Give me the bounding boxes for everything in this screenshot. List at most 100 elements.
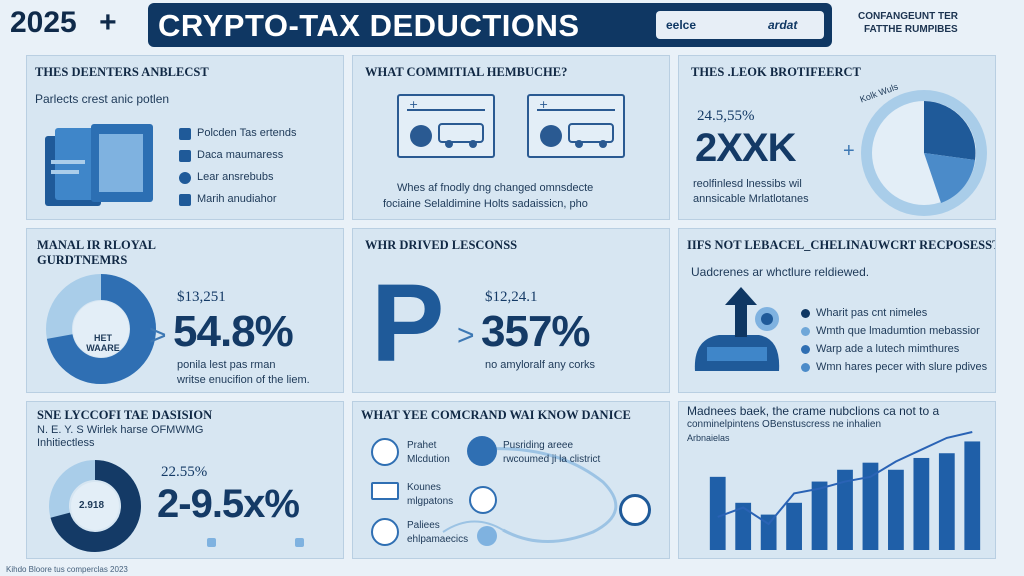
chart-bar bbox=[709, 476, 726, 550]
list-item: Kounes bbox=[407, 482, 441, 493]
bullet-icon bbox=[801, 326, 810, 336]
panel7-big-number: 2-9.5x% bbox=[157, 482, 300, 526]
chart-bar bbox=[811, 481, 828, 550]
list-item: Marih anudiahor bbox=[197, 193, 277, 205]
panel3-big-number: 2XXK bbox=[695, 126, 796, 170]
list-item: Wharit pas cnt nimeles bbox=[816, 307, 928, 319]
p-letter-icon: P bbox=[371, 262, 445, 385]
panel-chart: Madnees baek, the crame nubclions ca not… bbox=[678, 401, 996, 559]
list-item: Warp ade a lutech mimthures bbox=[816, 343, 960, 355]
panel8-right-1: Pusriding areee bbox=[503, 440, 574, 451]
panel4-big-number: 54.8% bbox=[173, 307, 294, 356]
chevron-right-icon: > bbox=[457, 319, 475, 352]
page-title: CRYPTO-TAX DEDUCTIONS bbox=[158, 8, 580, 43]
bullet-icon bbox=[801, 362, 810, 372]
chevron-right-icon: > bbox=[149, 319, 167, 352]
car-coin-icon: + bbox=[407, 98, 485, 148]
donut-chart bbox=[46, 274, 156, 384]
chart-bar bbox=[938, 453, 955, 550]
list-item: Mlcdution bbox=[407, 454, 450, 465]
panel4-title-1: MANAL IR RLOYAL bbox=[37, 238, 157, 252]
lock-icon bbox=[619, 494, 651, 526]
chart-bar bbox=[735, 502, 752, 550]
chart-title-2: conminelpintens OBenstuscress ne inhalie… bbox=[687, 419, 881, 430]
chart-bar bbox=[837, 469, 853, 550]
robot-icon bbox=[469, 486, 497, 514]
panel3-desc-1: reolfinlesd lnessibs wil bbox=[693, 178, 802, 190]
user-icon bbox=[179, 172, 191, 184]
tax-card-left: + bbox=[397, 94, 495, 158]
panel5-amount: $12,24.1 bbox=[485, 289, 538, 305]
panel4-title-2: GURDTNEMRS bbox=[37, 253, 128, 267]
logo-left: eelce bbox=[666, 18, 697, 32]
list-item: mlgpatons bbox=[407, 496, 454, 507]
coin-icon bbox=[467, 436, 497, 466]
gear-icon bbox=[477, 526, 497, 546]
wallet-icon bbox=[371, 518, 399, 546]
donut-label: HET WAARE bbox=[86, 333, 120, 353]
panel-reposess: IIFS NOT LEBACEL_CHELINAUWCRT RECPOSESST… bbox=[678, 228, 996, 393]
donut-label: 2.918 bbox=[79, 500, 105, 511]
year-text: 2025 bbox=[10, 6, 77, 39]
panel6-subtitle: Uadcrenes ar whctlure reldiewed. bbox=[691, 265, 870, 279]
panel3-percentage: 24.5,55% bbox=[697, 108, 755, 124]
plus-sign: + bbox=[843, 140, 855, 162]
car-coin-icon: + bbox=[537, 98, 615, 148]
panel7-title: SNE LYCCOFI TAE DASISION bbox=[37, 408, 213, 422]
small-doc-icon bbox=[207, 538, 216, 547]
panel3-title: THES .LEOK BROTIFEERCT bbox=[691, 65, 861, 79]
connector-lines bbox=[442, 447, 618, 543]
header-note-line2: FATTHE RUMPIBES bbox=[864, 24, 958, 35]
panel3-desc-2: annsicable Mrlatlotanes bbox=[693, 193, 809, 205]
svg-text:+: + bbox=[539, 98, 548, 111]
pie-slices bbox=[872, 101, 976, 205]
panel-deductions: THES DEENTERS ANBLECST Parlects crest an… bbox=[26, 55, 344, 220]
plus-sign: + bbox=[99, 6, 117, 39]
list-item: Wmn hares pecer with slure pdives bbox=[816, 361, 988, 373]
panel7-sub-1: N. E. Y. S Wirlek harse OFMWMG bbox=[37, 424, 204, 436]
panel4-desc-1: ponila lest pas rman bbox=[177, 359, 276, 371]
panel7-percentage: 22.55% bbox=[161, 464, 208, 480]
bullet-icon bbox=[801, 344, 810, 354]
panel8-title: WHAT YEE COMCRAND WAI KNOW DANICE bbox=[361, 408, 631, 422]
chart-title-3: Arbnaielas bbox=[687, 433, 730, 443]
list-item: Polcden Tas ertends bbox=[197, 127, 297, 139]
list-item: Prahet bbox=[407, 440, 437, 451]
chart-bar bbox=[964, 441, 981, 550]
logo-right: ardat bbox=[768, 18, 798, 32]
chart-bar bbox=[786, 502, 802, 550]
header: 2025 + CRYPTO-TAX DEDUCTIONS eelce ardat… bbox=[0, 0, 1024, 50]
panel-lesconss: WHR DRIVED LESCONSS P > $12,24.1 357% no… bbox=[352, 228, 670, 393]
panel4-desc-2: writse enucifion of the liem. bbox=[177, 374, 310, 386]
svg-text:+: + bbox=[409, 98, 418, 111]
list-item: Wmth que lmadumtion mebassior bbox=[816, 325, 980, 337]
chart-bar bbox=[760, 514, 777, 550]
panel2-caption-1: Whes af fnodly dng changed omnsdecte bbox=[397, 182, 594, 194]
receipt-icon bbox=[179, 194, 191, 206]
donut-chart bbox=[49, 460, 141, 552]
panel4-amount: $13,251 bbox=[177, 289, 226, 305]
home-icon bbox=[371, 438, 399, 466]
panel-decision: SNE LYCCOFI TAE DASISION N. E. Y. S Wirl… bbox=[26, 401, 344, 559]
card-icon bbox=[371, 482, 399, 500]
panel-commitial: WHAT COMMITIAL HEMBUCHE? + + Whes af fno… bbox=[352, 55, 670, 220]
trend-line bbox=[717, 431, 973, 526]
panel-know: WHAT YEE COMCRAND WAI KNOW DANICE Prahet… bbox=[352, 401, 670, 559]
panel-brotifeerct: THES .LEOK BROTIFEERCT 24.5,55% 2XXK + r… bbox=[678, 55, 996, 220]
small-doc-icon bbox=[295, 538, 304, 547]
panel5-desc: no amyloralf any corks bbox=[485, 359, 596, 371]
chart-title-1: Madnees baek, the crame nubclions ca not… bbox=[687, 404, 940, 418]
list-item: ehlpamaecics bbox=[407, 534, 469, 545]
panel-royal: MANAL IR RLOYAL GURDTNEMRS HET WAARE > $… bbox=[26, 228, 344, 393]
panel2-title: WHAT COMMITIAL HEMBUCHE? bbox=[365, 65, 568, 79]
bullet-icon bbox=[801, 308, 810, 318]
list-item: Daca maumaress bbox=[197, 149, 284, 161]
partner-logos: eelce ardat bbox=[656, 11, 824, 39]
panel7-sub-2: Inhitiectless bbox=[37, 437, 95, 449]
panel1-subtitle: Parlects crest anic potlen bbox=[35, 92, 170, 106]
panel5-big-number: 357% bbox=[481, 307, 591, 356]
chart-bar bbox=[888, 469, 904, 550]
chart-bar bbox=[913, 457, 930, 550]
panel6-title: IIFS NOT LEBACEL_CHELINAUWCRT RECPOSESST… bbox=[687, 238, 996, 252]
header-note: CONFANGEUNT TER FATTHE RUMPIBES bbox=[858, 10, 1018, 36]
